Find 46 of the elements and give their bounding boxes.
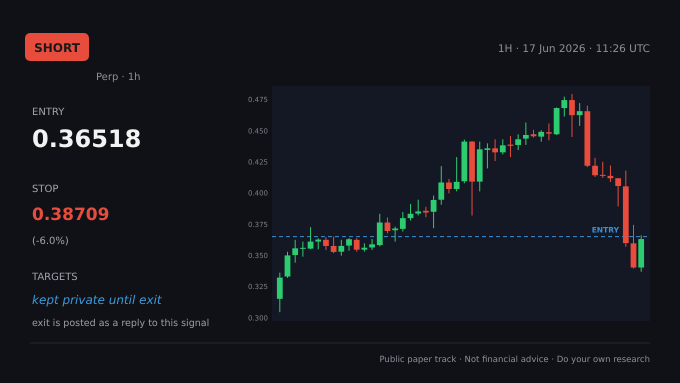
candlestick: [430, 195, 436, 229]
candlestick: [538, 130, 544, 142]
text: 0.38709: [32, 205, 110, 225]
candlestick: [376, 213, 383, 247]
candlestick: [400, 212, 406, 232]
candlestick: [508, 135, 514, 158]
candlestick: [615, 178, 622, 207]
candlestick: [292, 239, 298, 264]
candlestick: [592, 157, 598, 178]
candlestick: [446, 178, 452, 194]
candlestick: [454, 156, 460, 192]
text: (-6.0%): [32, 236, 69, 247]
text: Public paper track · Not financial advice · Do your own research: [379, 355, 650, 365]
candlestick: [484, 142, 490, 169]
text: Perp · 1h: [96, 72, 141, 83]
candlestick: [608, 165, 614, 182]
candlestick: [522, 122, 529, 146]
text: TARGETS: [31, 272, 78, 283]
candlestick: [369, 238, 375, 250]
candlestick: [600, 161, 606, 178]
candlestick: [576, 102, 583, 126]
text: exit is posted as a reply to this signal: [32, 318, 210, 329]
candlestick: [284, 251, 290, 278]
candlestick: [423, 206, 429, 218]
text: 1H · 17 Jun 2026 · 11:26 UTC: [498, 43, 650, 55]
candlestick: [315, 238, 322, 250]
candlestick: [330, 236, 337, 254]
candlestick: [500, 138, 506, 155]
candlestick: [415, 199, 422, 216]
candlestick: [346, 238, 352, 252]
candlestick: [569, 93, 575, 138]
text: kept private until exit: [32, 293, 163, 307]
candlestick: [561, 96, 568, 118]
candlestick: [323, 236, 329, 250]
candlestick: [515, 134, 522, 151]
text: ENTRY: [32, 107, 66, 118]
candlestick: [354, 238, 360, 252]
candlestick: [492, 138, 498, 162]
candlestick: [276, 272, 283, 313]
text: SHORT: [34, 41, 81, 55]
text: STOP: [32, 184, 58, 195]
candlestick: [438, 166, 444, 206]
candlestick: [384, 217, 390, 234]
candlestick: [408, 204, 414, 222]
candlestick: [338, 239, 344, 256]
text: 0.36518: [32, 125, 142, 153]
